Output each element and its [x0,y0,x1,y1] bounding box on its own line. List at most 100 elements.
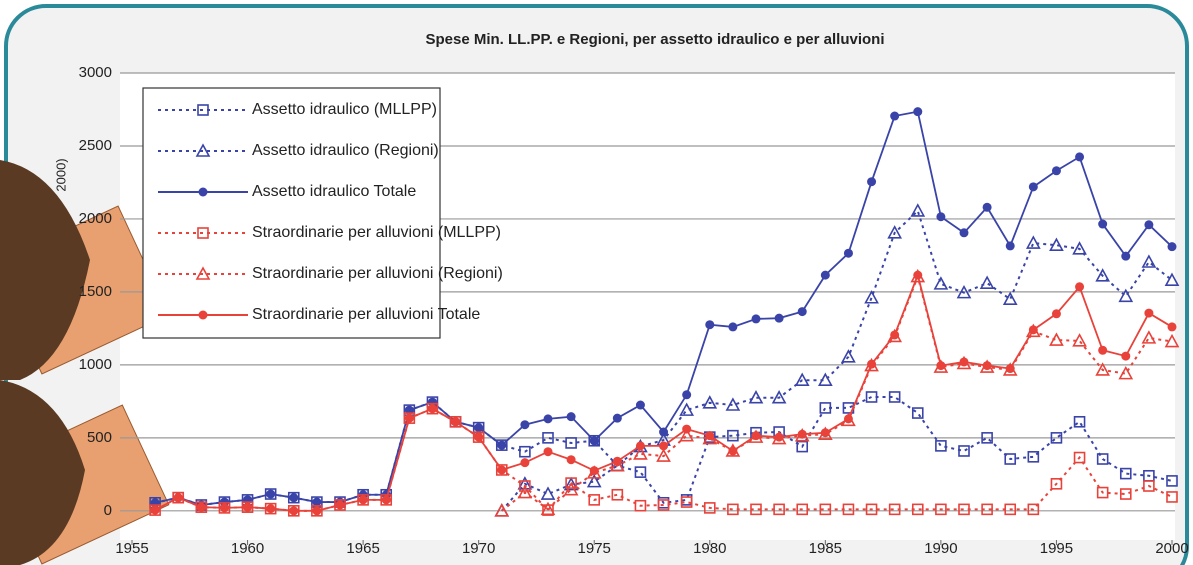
marker-circle [867,177,877,187]
marker-triangle [933,276,949,290]
marker-triangle [586,473,602,488]
marker-square [197,104,209,116]
marker-square [773,503,785,516]
marker-square [403,412,416,424]
marker-triangle [1164,333,1180,348]
marker-circle [982,202,992,212]
marker-circle [682,390,692,400]
feather [0,380,85,565]
marker-circle [659,441,669,451]
x-tick-label: 1965 [346,540,379,557]
marker-circle [404,413,414,423]
marker-circle [612,413,622,423]
marker-square [842,503,855,516]
marker-square [426,402,439,415]
marker-circle [566,412,576,422]
marker-triangle [910,203,926,217]
chart-title: Spese Min. LL.PP. e Regioni, per assetto… [425,31,884,48]
marker-circle [543,414,553,424]
series-line [501,209,1173,512]
y-axis-label: 2000) [53,158,68,191]
marker-circle [959,357,969,367]
marker-square [1073,415,1086,428]
marker-triangle [979,275,995,289]
marker-circle [774,313,784,323]
marker-triangle [1141,330,1157,344]
marker-circle [1167,322,1177,332]
marker-circle [474,432,484,442]
marker-square [1143,480,1155,492]
marker-triangle [771,390,787,404]
marker-square [565,477,577,489]
marker-circle [705,320,715,330]
marker-square [680,496,693,508]
marker-circle [266,504,276,514]
x-tick-label: 1975 [578,540,611,557]
x-tick-label: 1980 [693,540,726,557]
marker-square [519,480,531,492]
marker-circle [612,456,622,466]
marker-circle [1144,220,1154,230]
marker-square [1096,486,1109,499]
marker-circle [589,436,599,446]
marker-square [911,503,924,516]
marker-triangle [1072,333,1087,347]
marker-triangle [817,372,833,386]
marker-circle [936,361,946,371]
x-tick-label: 1990 [924,540,957,557]
marker-circle [289,506,299,516]
marker-circle [797,429,807,439]
marker-square [865,391,878,403]
marker-square [981,503,993,516]
legend-box [142,87,441,339]
marker-triangle [887,225,903,239]
x-tick-label: 2000 [1155,540,1188,557]
marker-circle [913,270,923,280]
marker-circle [682,424,692,434]
marker-square [634,499,647,512]
marker-circle [982,361,992,371]
marker-circle [728,446,738,456]
marker-square [1050,432,1063,444]
marker-square [1004,453,1017,465]
marker-square [1050,478,1063,490]
marker-triangle [1118,288,1134,303]
marker-circle [497,440,507,450]
marker-square [565,437,577,449]
marker-circle [1005,241,1015,251]
series-line [154,395,1173,506]
y-tick-label: 3000 [79,64,112,81]
marker-circle [427,404,437,414]
marker-triangle [517,484,533,499]
y-tick-label: 0 [104,502,112,519]
marker-circle [266,489,276,499]
marker-triangle [679,402,695,416]
marker-triangle [1164,272,1180,287]
marker-square [449,415,462,428]
legend-label: Assetto idraulico (MLLPP) [252,101,437,118]
marker-square [865,503,878,516]
marker-square [888,503,901,516]
marker-circle [520,420,530,430]
marker-triangle [679,427,695,442]
marker-square [495,464,508,476]
marker-circle [196,502,206,512]
marker-square [1119,467,1132,480]
marker-circle [797,307,807,317]
marker-circle [566,455,576,465]
marker-square [657,499,670,511]
marker-triangle [540,486,556,500]
marker-circle [867,359,877,369]
marker-triangle [1049,237,1064,252]
y-tick-label: 1500 [79,283,112,300]
marker-square [1027,503,1040,516]
marker-triangle [195,143,211,157]
marker-circle [751,314,761,324]
marker-circle [1005,364,1015,374]
marker-triangle [540,501,556,516]
series-line [154,407,1173,512]
marker-square [1166,475,1178,487]
marker-circle [1075,282,1085,292]
marker-circle [381,495,391,505]
y-tick-label: 1000 [79,356,112,373]
